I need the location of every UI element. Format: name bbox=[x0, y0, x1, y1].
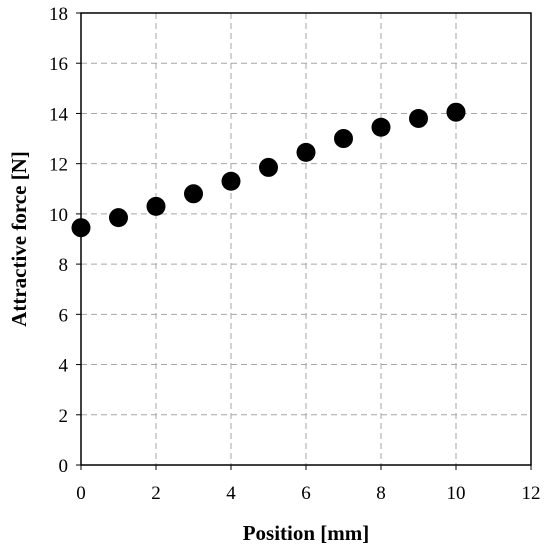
data-point bbox=[221, 171, 241, 191]
x-tick-label: 0 bbox=[76, 483, 86, 504]
y-tick-label: 10 bbox=[49, 205, 68, 226]
data-point bbox=[109, 208, 128, 228]
data-point bbox=[71, 218, 91, 238]
y-tick-label: 2 bbox=[59, 406, 69, 427]
data-point bbox=[146, 196, 166, 216]
y-tick-label: 16 bbox=[49, 54, 68, 75]
data-point bbox=[334, 129, 353, 149]
axis-ticks: 0 2 4 6 8 10 12 0 2 4 6 8 10 12 14 16 18 bbox=[49, 4, 541, 504]
y-tick-label: 8 bbox=[59, 255, 69, 276]
x-tick-label: 4 bbox=[226, 483, 236, 504]
data-point bbox=[371, 117, 391, 137]
data-point bbox=[259, 157, 278, 177]
data-points bbox=[71, 102, 466, 238]
y-tick-label: 4 bbox=[59, 356, 69, 377]
y-tick-label: 14 bbox=[49, 104, 69, 125]
x-tick-label: 10 bbox=[447, 483, 466, 504]
grid bbox=[81, 13, 531, 465]
x-tick-label: 8 bbox=[376, 483, 386, 504]
y-tick-label: 12 bbox=[49, 155, 68, 176]
y-tick-label: 0 bbox=[59, 456, 69, 477]
data-point bbox=[446, 102, 466, 122]
x-tick-label: 6 bbox=[301, 483, 311, 504]
data-point bbox=[296, 142, 316, 162]
y-tick-label: 18 bbox=[49, 4, 68, 25]
y-axis-title: Attractive force [N] bbox=[7, 151, 31, 327]
x-axis-title: Position [mm] bbox=[243, 521, 370, 545]
data-point bbox=[184, 184, 203, 204]
x-tick-label: 2 bbox=[151, 483, 161, 504]
y-tick-label: 6 bbox=[59, 305, 69, 326]
data-point bbox=[409, 108, 428, 128]
x-tick-label: 12 bbox=[522, 483, 541, 504]
